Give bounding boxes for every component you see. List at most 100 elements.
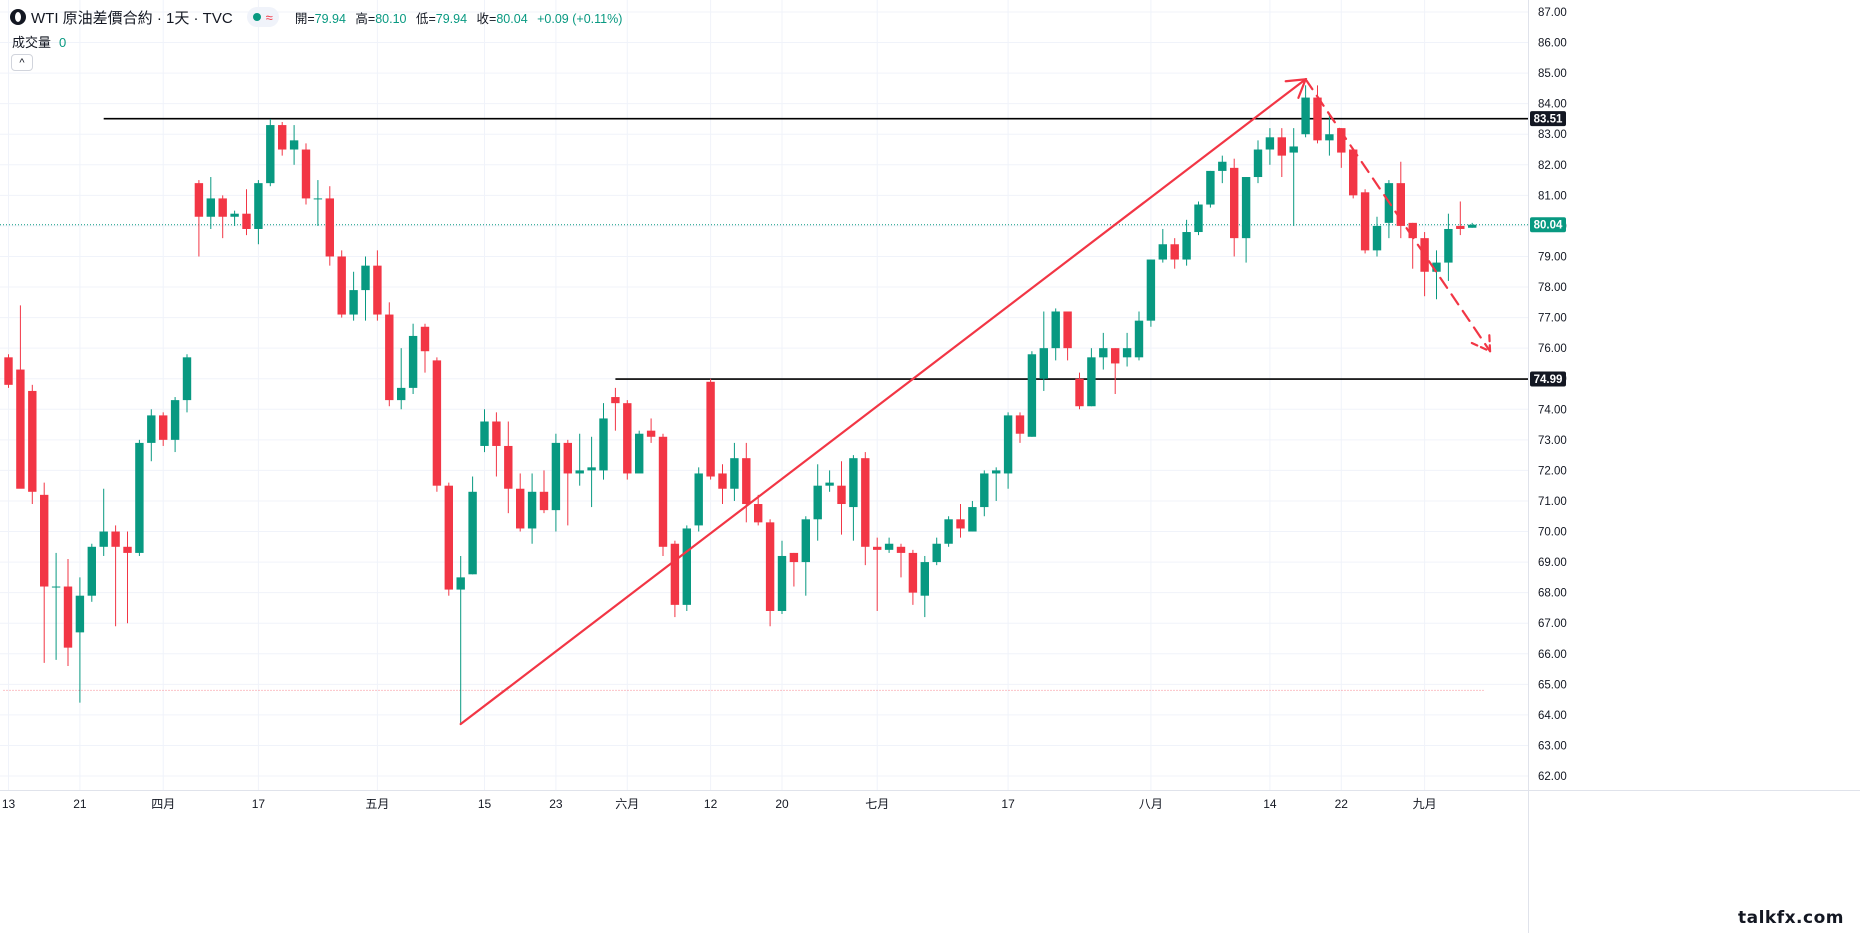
level-price-label: 74.99	[1534, 374, 1563, 386]
candle	[623, 400, 632, 480]
candle	[1015, 412, 1025, 443]
candle-body	[432, 360, 442, 486]
candle	[718, 464, 727, 505]
candle-body	[1408, 222, 1417, 239]
candle	[1408, 222, 1417, 269]
candle-body	[504, 445, 513, 489]
price-tick-label: 72.00	[1538, 465, 1567, 477]
candle	[1337, 128, 1346, 168]
change-value: +0.09 (+0.11%)	[537, 11, 623, 26]
time-tick-label: 14	[1263, 797, 1277, 811]
candle-body	[1134, 320, 1144, 358]
candle	[992, 467, 1001, 501]
price-tick-label: 73.00	[1538, 435, 1567, 447]
candle	[123, 531, 132, 624]
candle	[670, 540, 680, 618]
candle	[313, 180, 323, 226]
candle-body	[742, 458, 751, 505]
candle-body	[99, 531, 108, 547]
candle-body	[754, 504, 763, 523]
price-tick-label: 87.00	[1538, 7, 1567, 19]
candle-body	[992, 470, 1001, 474]
price-tick-label: 64.00	[1538, 710, 1567, 722]
collapse-legend-button[interactable]: ^	[11, 54, 33, 71]
candle-body	[765, 522, 775, 611]
price-tick-label: 74.00	[1538, 404, 1567, 416]
candle	[1063, 311, 1072, 361]
candle-body	[456, 577, 465, 590]
dashed-arrow-annotation[interactable]	[1304, 78, 1492, 353]
candle-body	[575, 470, 584, 474]
market-status-pill[interactable]: ≈	[246, 7, 279, 27]
price-tick-label: 69.00	[1538, 557, 1567, 569]
candle	[444, 482, 453, 596]
candle	[849, 455, 858, 541]
candle	[920, 555, 929, 618]
candle	[980, 470, 989, 517]
candle	[1277, 128, 1286, 178]
candle-body	[468, 491, 477, 575]
candle-body	[527, 491, 537, 529]
candle-body	[408, 335, 418, 388]
candle	[1003, 412, 1013, 489]
candle-body	[1099, 348, 1108, 358]
candle-body	[1337, 128, 1346, 153]
candle	[682, 525, 691, 611]
candle-body	[206, 198, 215, 217]
candle	[254, 180, 263, 245]
candle	[1301, 85, 1310, 138]
candle-body	[278, 125, 287, 150]
candle	[1027, 351, 1037, 437]
time-tick-label: 12	[704, 797, 718, 811]
candle	[1087, 348, 1096, 407]
candle-body	[1146, 259, 1156, 321]
candle	[51, 552, 61, 660]
candle	[527, 473, 537, 544]
horizontal-levels[interactable]	[0, 117, 1528, 380]
candle-body	[182, 357, 192, 401]
candle	[730, 442, 739, 501]
symbol-title[interactable]: WTI 原油差價合約 · 1天 · TVC	[31, 9, 233, 27]
candle-body	[1241, 177, 1251, 239]
candle-body	[1063, 311, 1072, 349]
candle	[1158, 228, 1167, 263]
candle	[111, 525, 120, 627]
candle-body	[1051, 311, 1060, 349]
candle-body	[896, 546, 906, 553]
candle-body	[956, 519, 965, 529]
trend-arrow-annotation[interactable]	[459, 77, 1308, 726]
candle	[1289, 128, 1298, 226]
candle	[742, 442, 751, 523]
candle-body	[1325, 134, 1334, 141]
candle	[694, 467, 703, 532]
candle	[1051, 308, 1060, 361]
price-axis[interactable]: 62.00 63.00 64.00 65.00 66.00 67.00 68.00 69.00…	[1528, 0, 1567, 933]
high-label: 高=	[355, 11, 376, 26]
candle-body	[1194, 204, 1203, 233]
candle-body	[694, 473, 703, 526]
candle-body	[1444, 228, 1453, 263]
candle	[432, 357, 442, 492]
open-value: 79.94	[314, 11, 346, 26]
drawing-annotations[interactable]	[459, 77, 1492, 726]
candle-body	[420, 326, 430, 352]
candle-body	[873, 546, 882, 550]
candle-body	[884, 543, 894, 550]
candle	[563, 439, 572, 526]
candle-body	[908, 552, 918, 593]
candle	[159, 412, 168, 446]
candle-body	[623, 403, 632, 474]
price-tick-label: 85.00	[1538, 68, 1567, 80]
candle	[1444, 213, 1453, 281]
candle-body	[944, 519, 953, 544]
candle	[1230, 158, 1239, 257]
candle-body	[718, 473, 727, 489]
candle-body	[587, 467, 596, 471]
time-tick-label: 20	[775, 797, 789, 811]
time-axis[interactable]: 13 21 四月 17 五月 15 23 六月 12 20 七月 17 八月 14 22 九月	[0, 790, 1860, 812]
candle-body	[968, 507, 977, 532]
time-tick-label: 21	[73, 797, 87, 811]
candle-body	[1313, 97, 1322, 141]
candle-body	[1027, 354, 1037, 437]
